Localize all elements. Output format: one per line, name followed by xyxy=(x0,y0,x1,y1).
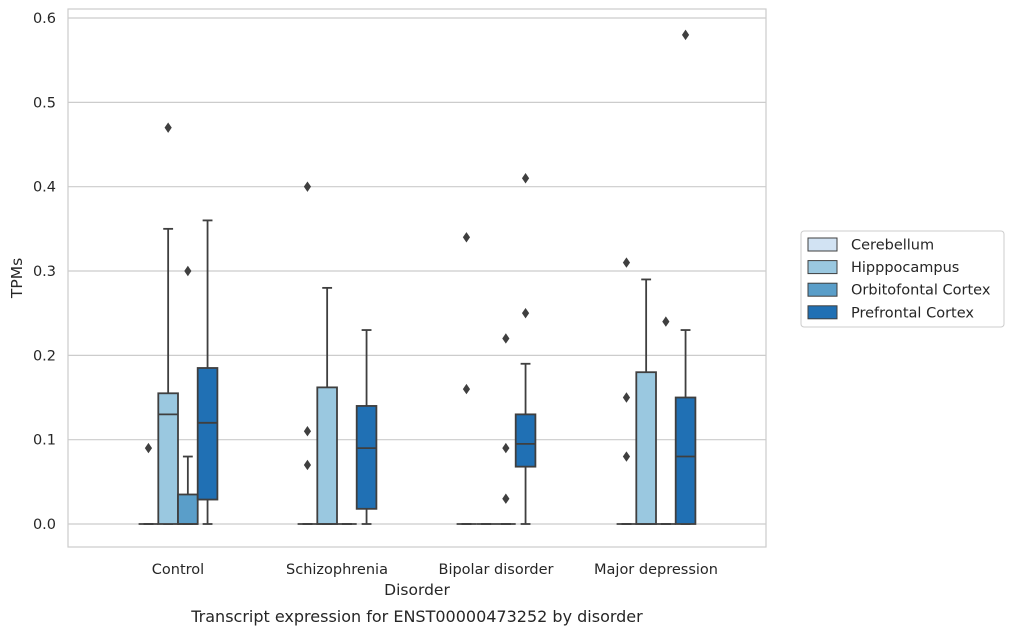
box-prefrontal-cortex-3 xyxy=(674,29,697,525)
outlier-point xyxy=(303,459,312,471)
outlier-point xyxy=(502,442,510,454)
box-prefrontal-cortex-0 xyxy=(196,219,219,525)
box-prefrontal-cortex-1 xyxy=(355,329,378,525)
outlier-point xyxy=(622,451,631,462)
x-tick-label: Major depression xyxy=(594,562,718,578)
x-tick-label: Bipolar disorder xyxy=(439,562,554,578)
y-tick-label: 0.2 xyxy=(33,348,56,364)
legend-label: Cerebellum xyxy=(851,238,934,254)
x-axis: Control Schizophrenia Bipolar disorder Majo… xyxy=(152,562,718,578)
plot-area xyxy=(138,29,697,525)
box xyxy=(177,493,199,525)
box-hipppocampus-3 xyxy=(635,278,657,525)
chart-caption: Transcript expression for ENST0000047325… xyxy=(190,607,643,626)
legend-label: Prefrontal Cortex xyxy=(851,305,974,321)
box-hipppocampus-0 xyxy=(157,122,179,525)
legend-frame xyxy=(800,230,1005,328)
x-axis-label: Disorder xyxy=(384,581,450,599)
plot-frame xyxy=(67,8,767,548)
box-orbitofontal-cortex-2 xyxy=(496,333,516,525)
outlier-point xyxy=(622,257,631,268)
y-axis: 0.0 0.1 0.2 0.3 0.4 0.5 0.6 xyxy=(33,11,56,533)
y-tick-label: 0.6 xyxy=(33,11,56,27)
box-orbitofontal-cortex-0 xyxy=(177,265,199,525)
box xyxy=(635,371,657,525)
outlier-point xyxy=(462,232,471,243)
outlier-point xyxy=(184,265,192,277)
legend: Cerebellum Hipppocampus Orbitofontal Corte… xyxy=(800,230,1005,328)
box xyxy=(674,396,697,525)
legend-swatch xyxy=(807,282,838,297)
outlier-point xyxy=(502,333,510,344)
legend-swatch xyxy=(807,237,838,252)
legend-swatch xyxy=(807,305,838,320)
legend-label: Hipppocampus xyxy=(851,260,959,276)
box xyxy=(514,413,537,468)
outlier-point xyxy=(164,122,172,133)
box-cerebellum-1 xyxy=(297,181,318,525)
outlier-point xyxy=(144,442,153,454)
outlier-point xyxy=(622,392,631,403)
outlier-point xyxy=(521,307,530,319)
y-tick-label: 0.1 xyxy=(33,433,56,449)
legend-label: Orbitofontal Cortex xyxy=(851,283,991,299)
outlier-point xyxy=(462,383,471,395)
box-cerebellum-3 xyxy=(616,257,637,525)
y-tick-label: 0.5 xyxy=(33,95,56,111)
outlier-point xyxy=(502,493,510,504)
box-cerebellum-0 xyxy=(138,442,159,525)
box-cerebellum-2 xyxy=(456,232,477,525)
outlier-point xyxy=(303,426,312,437)
box-prefrontal-cortex-2 xyxy=(514,173,537,525)
y-tick-label: 0.4 xyxy=(33,180,56,196)
y-tick-label: 0.0 xyxy=(33,517,56,533)
x-tick-label: Schizophrenia xyxy=(286,562,388,578)
x-tick-label: Control xyxy=(152,562,204,578)
box-hipppocampus-1 xyxy=(316,286,338,525)
outlier-point xyxy=(521,173,530,184)
outlier-point xyxy=(662,316,670,327)
y-axis-label: TPMs xyxy=(8,258,26,299)
outlier-point xyxy=(303,181,312,192)
box xyxy=(157,392,179,525)
outlier-point xyxy=(681,29,690,41)
box xyxy=(196,367,219,501)
box-orbitofontal-cortex-3 xyxy=(656,316,676,525)
y-tick-label: 0.3 xyxy=(33,264,56,280)
box xyxy=(316,386,338,525)
legend-swatch xyxy=(807,260,838,275)
box xyxy=(355,405,378,510)
